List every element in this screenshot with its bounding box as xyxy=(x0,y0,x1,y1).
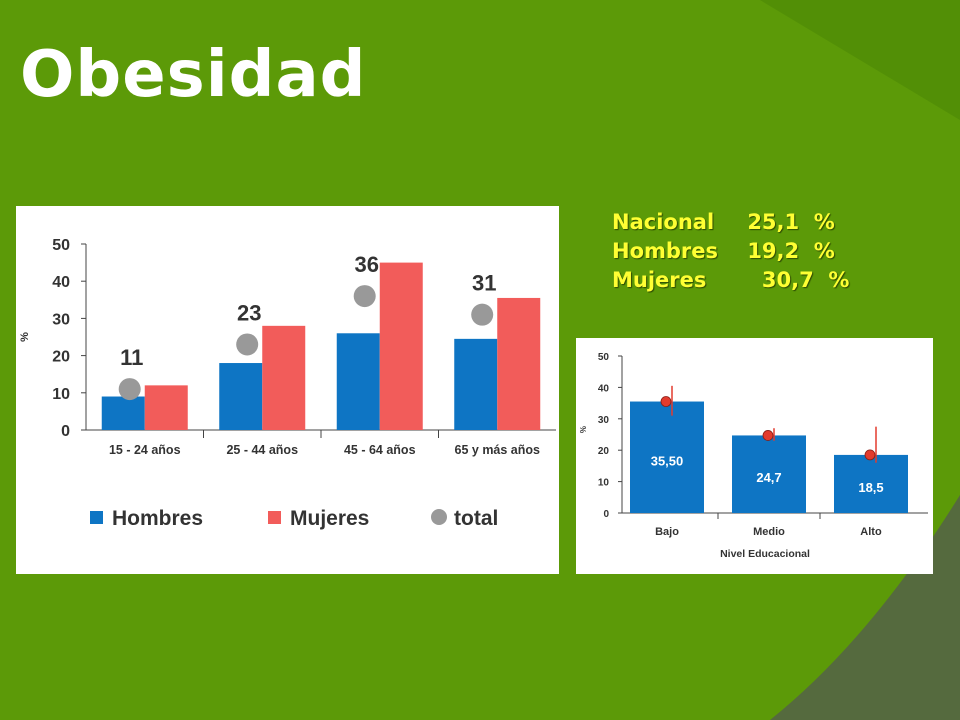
education-chart-panel: 0 10 20 30 40 50% 35,50 Bajo 24,7 Medio 18,5 Alto Ni… xyxy=(576,338,933,574)
age-group-chart: 0 10 20 30 40 50% 15 - 24 años 11 25 - 44 años 23… xyxy=(19,237,556,530)
y-tick-label: 50 xyxy=(598,352,610,363)
legend-swatch-total xyxy=(431,509,447,525)
total-marker xyxy=(471,303,494,326)
stat-value: 25,1 % xyxy=(747,210,835,234)
y-tick-label: 30 xyxy=(52,311,70,328)
y-axis-label: % xyxy=(19,332,31,342)
stat-nacional: Nacional 25,1 % xyxy=(612,208,849,237)
total-data-label: 23 xyxy=(237,300,261,325)
x-tick-label: Alto xyxy=(860,526,882,538)
legend-swatch-mujeres xyxy=(268,511,281,524)
y-tick-label: 20 xyxy=(598,446,610,457)
x-tick-label: 25 - 44 años xyxy=(226,443,298,457)
stat-value: 19,2 % xyxy=(747,239,835,263)
legend-swatch-hombres xyxy=(90,511,103,524)
bar-hombres xyxy=(219,363,263,430)
obesity-stats: Nacional 25,1 % Hombres 19,2 % Mujeres 3… xyxy=(612,208,849,295)
bar xyxy=(834,454,908,513)
total-data-label: 36 xyxy=(354,252,378,277)
bar-mujeres xyxy=(144,385,188,430)
total-data-label: 31 xyxy=(472,271,496,296)
y-tick-label: 0 xyxy=(603,509,609,520)
y-tick-label: 40 xyxy=(598,383,610,394)
y-tick-label: 0 xyxy=(61,423,70,440)
point-marker xyxy=(864,449,876,461)
point-marker xyxy=(660,396,672,407)
x-tick-label: Bajo xyxy=(655,526,679,538)
total-marker xyxy=(353,285,376,308)
legend-label-mujeres: Mujeres xyxy=(290,507,369,530)
x-tick-label: 65 y más años xyxy=(455,443,541,457)
bar-data-label: 18,5 xyxy=(858,480,883,495)
education-chart: 0 10 20 30 40 50% 35,50 Bajo 24,7 Medio 18,5 Alto Ni… xyxy=(579,352,928,560)
total-data-label: 11 xyxy=(120,345,143,370)
x-tick-label: 15 - 24 años xyxy=(109,443,181,457)
bar-hombres xyxy=(101,396,145,430)
point-marker xyxy=(762,430,774,441)
y-tick-label: 10 xyxy=(598,478,610,489)
stat-value: 30,7 % xyxy=(747,268,850,292)
bar xyxy=(630,401,704,513)
x-tick-label: Medio xyxy=(753,526,785,538)
bar-data-label: 35,50 xyxy=(651,453,684,468)
bar-hombres xyxy=(454,338,498,430)
bar-mujeres xyxy=(497,297,541,430)
y-tick-label: 30 xyxy=(598,415,610,426)
legend-label-total: total xyxy=(454,507,498,530)
age-group-chart-panel: 0 10 20 30 40 50% 15 - 24 años 11 25 - 44 años 23… xyxy=(16,206,559,574)
y-tick-label: 40 xyxy=(52,274,70,291)
stat-label: Mujeres xyxy=(612,268,707,292)
total-marker xyxy=(118,378,141,401)
bar xyxy=(732,435,806,513)
x-tick-label: 45 - 64 años xyxy=(344,443,416,457)
stat-label: Hombres xyxy=(612,239,719,263)
stat-mujeres: Mujeres 30,7 % xyxy=(612,266,849,295)
bar-data-label: 24,7 xyxy=(756,470,781,485)
total-marker xyxy=(236,333,259,356)
slide-title: Obesidad xyxy=(20,38,367,112)
y-tick-label: 10 xyxy=(52,386,70,403)
stat-hombres: Hombres 19,2 % xyxy=(612,237,849,266)
x-axis-label: Nivel Educacional xyxy=(720,548,810,560)
bar-hombres xyxy=(336,333,380,430)
legend-label-hombres: Hombres xyxy=(112,507,203,530)
y-axis-label: % xyxy=(579,426,588,433)
stat-label: Nacional xyxy=(612,210,715,234)
y-tick-label: 20 xyxy=(52,349,70,366)
bar-mujeres xyxy=(379,262,423,430)
y-tick-label: 50 xyxy=(52,237,70,254)
bar-mujeres xyxy=(262,325,306,430)
